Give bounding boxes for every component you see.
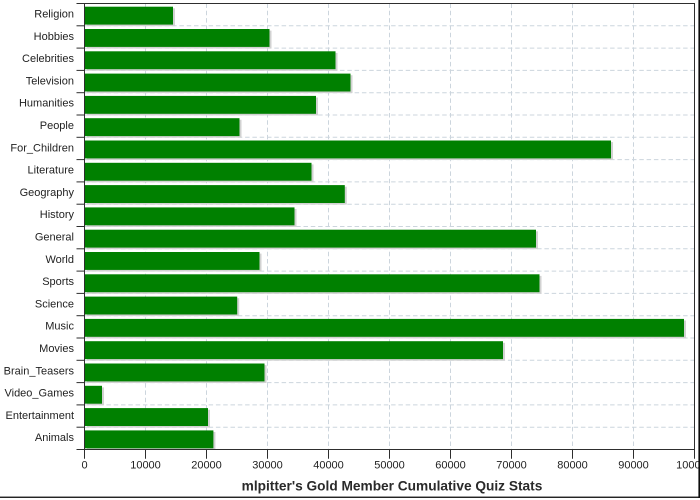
- svg-text:Humanities: Humanities: [19, 98, 75, 110]
- svg-text:Religion: Religion: [34, 8, 74, 20]
- svg-text:Geography: Geography: [20, 187, 75, 199]
- svg-text:Television: Television: [26, 75, 74, 87]
- svg-text:20000: 20000: [191, 459, 222, 471]
- svg-text:80000: 80000: [557, 459, 588, 471]
- svg-text:Science: Science: [35, 298, 74, 310]
- svg-text:Music: Music: [45, 321, 74, 333]
- svg-text:50000: 50000: [374, 459, 405, 471]
- svg-text:For_Children: For_Children: [10, 142, 74, 154]
- svg-text:100000: 100000: [676, 459, 700, 471]
- svg-text:70000: 70000: [496, 459, 527, 471]
- svg-text:People: People: [40, 120, 74, 132]
- svg-text:0: 0: [81, 459, 87, 471]
- svg-text:40000: 40000: [313, 459, 344, 471]
- svg-text:Literature: Literature: [28, 165, 74, 177]
- svg-text:mlpitter's Gold Member Cumulat: mlpitter's Gold Member Cumulative Quiz S…: [242, 479, 543, 494]
- svg-text:History: History: [40, 209, 75, 221]
- svg-text:Animals: Animals: [35, 432, 75, 444]
- svg-text:Celebrities: Celebrities: [22, 53, 74, 65]
- svg-text:Entertainment: Entertainment: [6, 410, 74, 422]
- svg-text:Sports: Sports: [42, 276, 74, 288]
- svg-text:30000: 30000: [252, 459, 283, 471]
- svg-text:Movies: Movies: [39, 343, 74, 355]
- svg-text:Hobbies: Hobbies: [34, 31, 75, 43]
- svg-text:General: General: [35, 231, 74, 243]
- svg-text:60000: 60000: [435, 459, 466, 471]
- svg-text:Video_Games: Video_Games: [4, 388, 74, 400]
- svg-text:90000: 90000: [618, 459, 649, 471]
- svg-text:10000: 10000: [130, 459, 161, 471]
- svg-text:Brain_Teasers: Brain_Teasers: [4, 365, 75, 377]
- svg-text:World: World: [45, 254, 74, 266]
